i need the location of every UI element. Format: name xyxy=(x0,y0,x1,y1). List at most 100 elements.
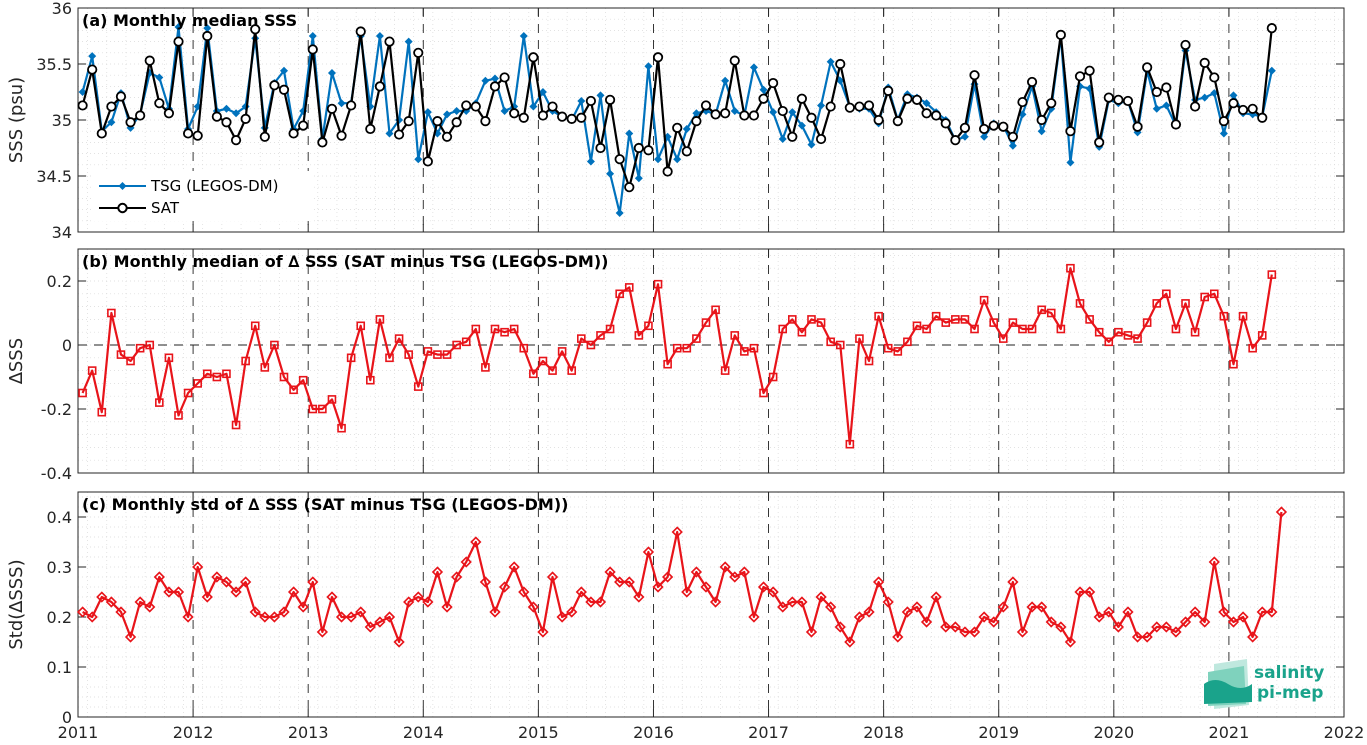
data-point xyxy=(585,95,597,107)
data-point xyxy=(1228,98,1239,109)
x-tick-label: 2017 xyxy=(748,723,789,742)
data-point xyxy=(921,108,932,119)
data-point xyxy=(383,611,396,623)
data-point xyxy=(1180,39,1191,51)
data-point xyxy=(374,81,386,92)
data-point xyxy=(1131,631,1144,643)
y-tick-label: 0.1 xyxy=(47,658,72,677)
data-point xyxy=(326,103,338,114)
data-point xyxy=(326,591,338,603)
salinity-pi-mep-logo: salinity pi-mep xyxy=(1204,659,1324,709)
data-point xyxy=(872,576,885,588)
data-point xyxy=(1036,114,1047,126)
data-point xyxy=(202,30,213,42)
data-point xyxy=(144,55,155,66)
data-point xyxy=(739,110,750,121)
axes-frame xyxy=(77,248,1345,474)
data-point xyxy=(835,58,846,70)
data-point xyxy=(1122,606,1134,618)
data-point xyxy=(172,586,185,598)
data-point xyxy=(979,295,989,305)
data-point xyxy=(959,122,971,133)
data-point xyxy=(1267,66,1276,75)
data-point xyxy=(681,586,693,598)
data-point xyxy=(1007,576,1019,588)
data-point xyxy=(155,398,164,407)
data-point xyxy=(1026,601,1038,613)
data-point xyxy=(882,596,894,608)
data-point xyxy=(182,611,194,623)
data-point xyxy=(1132,121,1143,132)
data-point xyxy=(163,108,175,119)
data-point xyxy=(633,591,645,603)
data-point xyxy=(940,118,951,129)
data-point xyxy=(979,123,990,135)
data-point xyxy=(777,601,789,613)
data-point xyxy=(1056,324,1066,334)
data-point xyxy=(1018,324,1027,334)
data-point xyxy=(1074,71,1086,82)
data-point xyxy=(479,576,492,588)
data-point xyxy=(740,347,749,356)
data-point xyxy=(202,369,212,379)
data-point xyxy=(634,174,643,183)
data-point xyxy=(690,566,703,578)
data-point xyxy=(749,343,759,353)
data-point xyxy=(577,96,586,105)
data-point xyxy=(1055,29,1066,40)
data-point xyxy=(920,616,933,628)
logo-wave-icon xyxy=(1204,659,1252,709)
panel-title: (c) Monthly std of ∆ SSS (SAT minus TSG … xyxy=(82,495,568,514)
logo-text-pi-mep: pi-mep xyxy=(1257,683,1323,703)
data-point xyxy=(509,324,519,334)
data-point xyxy=(269,80,280,91)
data-point xyxy=(518,586,530,598)
data-point xyxy=(980,132,989,141)
data-point xyxy=(298,120,309,131)
data-point xyxy=(77,100,88,111)
data-point xyxy=(1142,318,1152,327)
data-point xyxy=(959,626,971,638)
data-point xyxy=(672,343,682,353)
data-point xyxy=(778,135,787,144)
x-tick-label: 2014 xyxy=(403,723,444,742)
data-point xyxy=(788,315,797,324)
data-point xyxy=(96,128,107,139)
data-point xyxy=(749,63,758,72)
data-point xyxy=(596,331,605,340)
data-point xyxy=(969,70,980,81)
data-point xyxy=(1122,95,1134,107)
y-tick-label: 35.5 xyxy=(36,55,72,74)
x-tick-label: 2011 xyxy=(58,723,99,742)
data-point xyxy=(441,131,453,142)
data-point xyxy=(490,74,499,83)
data-point xyxy=(115,606,127,618)
data-point xyxy=(788,108,797,117)
data-point xyxy=(318,404,327,414)
data-point xyxy=(767,586,779,598)
data-point xyxy=(1094,137,1105,148)
panel-title: (a) Monthly median SSS xyxy=(82,11,297,30)
data-point xyxy=(768,77,779,89)
data-point xyxy=(1016,626,1029,638)
data-point xyxy=(595,142,606,154)
legend-label-sat: SAT xyxy=(151,199,180,217)
data-point xyxy=(787,131,798,142)
data-point xyxy=(489,81,501,92)
data-point xyxy=(1066,263,1075,273)
data-point xyxy=(337,99,346,108)
data-point xyxy=(633,142,644,154)
data-point xyxy=(433,350,442,359)
data-point xyxy=(1229,91,1238,100)
data-point xyxy=(1103,92,1114,103)
data-point xyxy=(940,621,952,633)
data-point xyxy=(288,128,299,139)
data-point xyxy=(192,561,204,573)
data-point xyxy=(1064,636,1077,648)
data-point xyxy=(403,116,414,127)
data-point xyxy=(76,606,89,618)
data-point xyxy=(174,411,183,420)
data-point xyxy=(470,101,481,112)
x-tick-label: 2019 xyxy=(978,723,1019,742)
data-point xyxy=(356,321,366,331)
